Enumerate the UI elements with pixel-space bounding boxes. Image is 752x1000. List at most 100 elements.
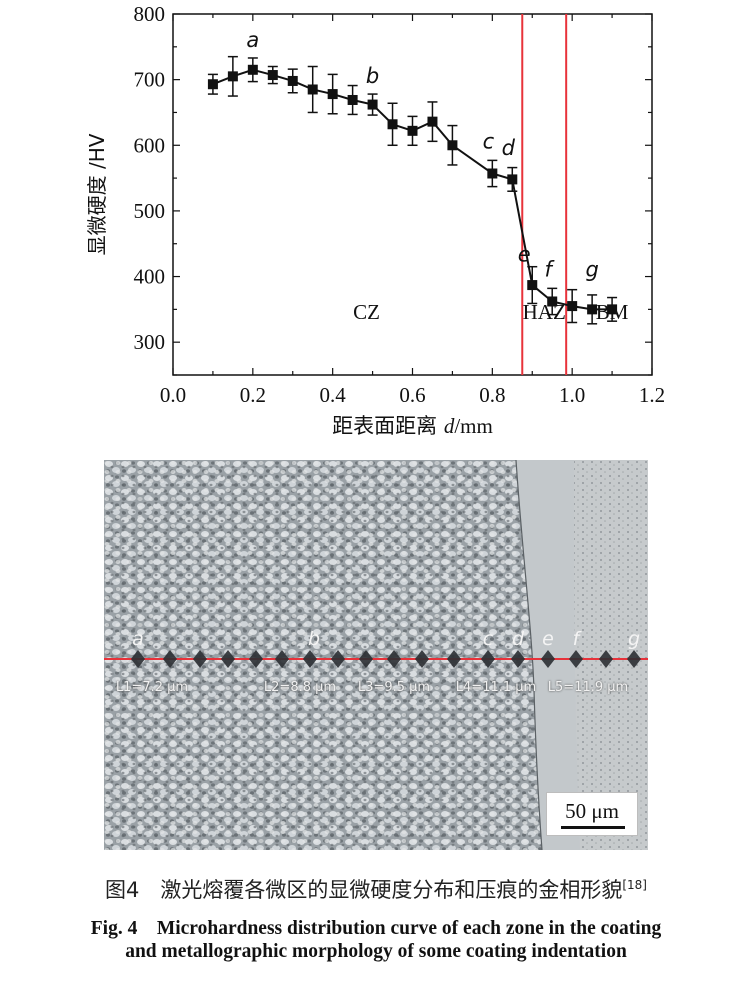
point-label-e: e — [518, 242, 531, 266]
data-marker — [347, 94, 358, 105]
indentation-mark — [569, 650, 583, 668]
indentation-mark — [359, 650, 373, 668]
point-label-f: f — [545, 258, 556, 282]
caption-chinese: 图4 激光熔覆各微区的显微硬度分布和压痕的金相形貌[18] — [0, 874, 752, 904]
x-axis-label-unit: /mm — [454, 414, 493, 438]
hardness-chart: 0.0 0.2 0.4 0.6 0.8 1.0 1.2 300 400 500 600 700 800 距… — [85, 2, 665, 438]
caption-reference: [18] — [622, 878, 647, 892]
hardness-series-line — [212, 68, 613, 311]
data-marker — [587, 304, 598, 315]
point-label-d: d — [502, 136, 516, 160]
data-point — [287, 68, 298, 94]
scale-bar-label: 50 μm — [565, 799, 619, 823]
data-marker — [527, 280, 538, 291]
indentation-mark — [221, 650, 235, 668]
data-point — [547, 287, 558, 316]
data-marker — [407, 125, 418, 136]
micrograph: a b c d e f g L1=7.2 μm L2=8.8 μm L3=9.5 μm L4=11.… — [104, 460, 648, 850]
y-tick-label: 600 — [134, 133, 166, 157]
data-point — [427, 101, 438, 143]
caption-english-line-1: Fig. 4 Microhardness distribution curve … — [90, 918, 662, 939]
x-tick-label: 0.4 — [320, 383, 347, 407]
indentation-mark — [131, 650, 145, 668]
y-tick-label: 800 — [134, 2, 166, 26]
indent-label-e: e — [542, 628, 554, 650]
caption-english-line-2: and metallographic morphology of some co… — [125, 941, 627, 962]
data-point — [267, 65, 278, 85]
data-marker — [267, 70, 278, 81]
indent-label-c: c — [482, 628, 494, 650]
spacing-label: L2=8.8 μm — [263, 680, 337, 695]
indent-label-b: b — [307, 628, 321, 650]
y-axis-label: 显微硬度 /HV — [85, 133, 109, 255]
indentation-overlay — [104, 650, 648, 668]
indentation-mark — [275, 650, 289, 668]
spacing-label: L4=11.1 μm — [455, 680, 537, 695]
data-marker — [507, 174, 518, 185]
y-tick-label: 700 — [134, 68, 166, 92]
y-tick-label: 500 — [134, 199, 166, 223]
indentation-mark — [331, 650, 345, 668]
data-point — [227, 55, 238, 97]
data-point — [307, 65, 318, 114]
spacing-label: L1=7.2 μm — [115, 680, 189, 695]
indentation-mark — [541, 650, 555, 668]
data-point — [447, 124, 458, 166]
indentation-mark — [387, 650, 401, 668]
indentation-mark — [481, 650, 495, 668]
indentation-mark — [249, 650, 263, 668]
plot-frame — [172, 13, 653, 376]
point-label-g: g — [585, 258, 598, 282]
spacing-label: L5=11.9 μm — [547, 680, 629, 695]
scale-bar — [561, 826, 625, 829]
data-marker — [227, 71, 238, 82]
zone-label-cz: CZ — [353, 300, 380, 324]
data-marker — [287, 75, 298, 86]
indentation-mark — [303, 650, 317, 668]
data-marker — [247, 64, 258, 75]
point-label-a: a — [246, 28, 259, 52]
data-marker — [447, 140, 458, 151]
data-point — [527, 265, 538, 305]
data-marker — [387, 119, 398, 130]
x-tick-label: 0.8 — [479, 383, 505, 407]
data-point — [587, 294, 598, 325]
data-point — [347, 84, 358, 116]
indent-label-f: f — [572, 628, 580, 650]
indentation-mark — [163, 650, 177, 668]
y-tick-label: 400 — [134, 265, 166, 289]
indentation-mark — [599, 650, 613, 668]
point-label-b: b — [366, 64, 379, 88]
zone-label-haz: HAZ — [523, 300, 566, 324]
indent-label-g: g — [627, 628, 641, 650]
data-point — [387, 102, 398, 147]
x-tick-label: 1.0 — [559, 383, 585, 407]
indentation-mark — [193, 650, 207, 668]
data-marker — [367, 99, 378, 110]
indentation-mark — [627, 650, 641, 668]
data-marker — [607, 304, 618, 315]
x-tick-label: 0.0 — [160, 383, 186, 407]
data-point — [507, 166, 518, 192]
data-point — [407, 115, 418, 147]
indent-label-a: a — [132, 628, 144, 650]
data-marker — [207, 79, 218, 90]
data-point — [567, 288, 578, 324]
base-metal — [574, 460, 648, 850]
data-point — [487, 159, 498, 188]
micrograph-background — [104, 460, 648, 850]
data-point — [607, 296, 618, 322]
fusion-boundary — [515, 460, 543, 850]
data-marker — [487, 168, 498, 179]
caption-chinese-text: 图4 激光熔覆各微区的显微硬度分布和压痕的金相形貌 — [105, 878, 623, 902]
spacing-label: L3=9.5 μm — [357, 680, 431, 695]
point-label-c: c — [483, 130, 495, 154]
indent-label-d: d — [511, 628, 525, 650]
x-tick-label: 1.2 — [639, 383, 665, 407]
data-marker — [327, 89, 338, 100]
y-tick-label: 300 — [134, 330, 166, 354]
x-tick-label: 0.6 — [399, 383, 425, 407]
x-axis-label-variable: d — [444, 414, 455, 438]
indentation-mark — [447, 650, 461, 668]
x-axis-label: 距表面距离 d/mm — [332, 414, 493, 438]
